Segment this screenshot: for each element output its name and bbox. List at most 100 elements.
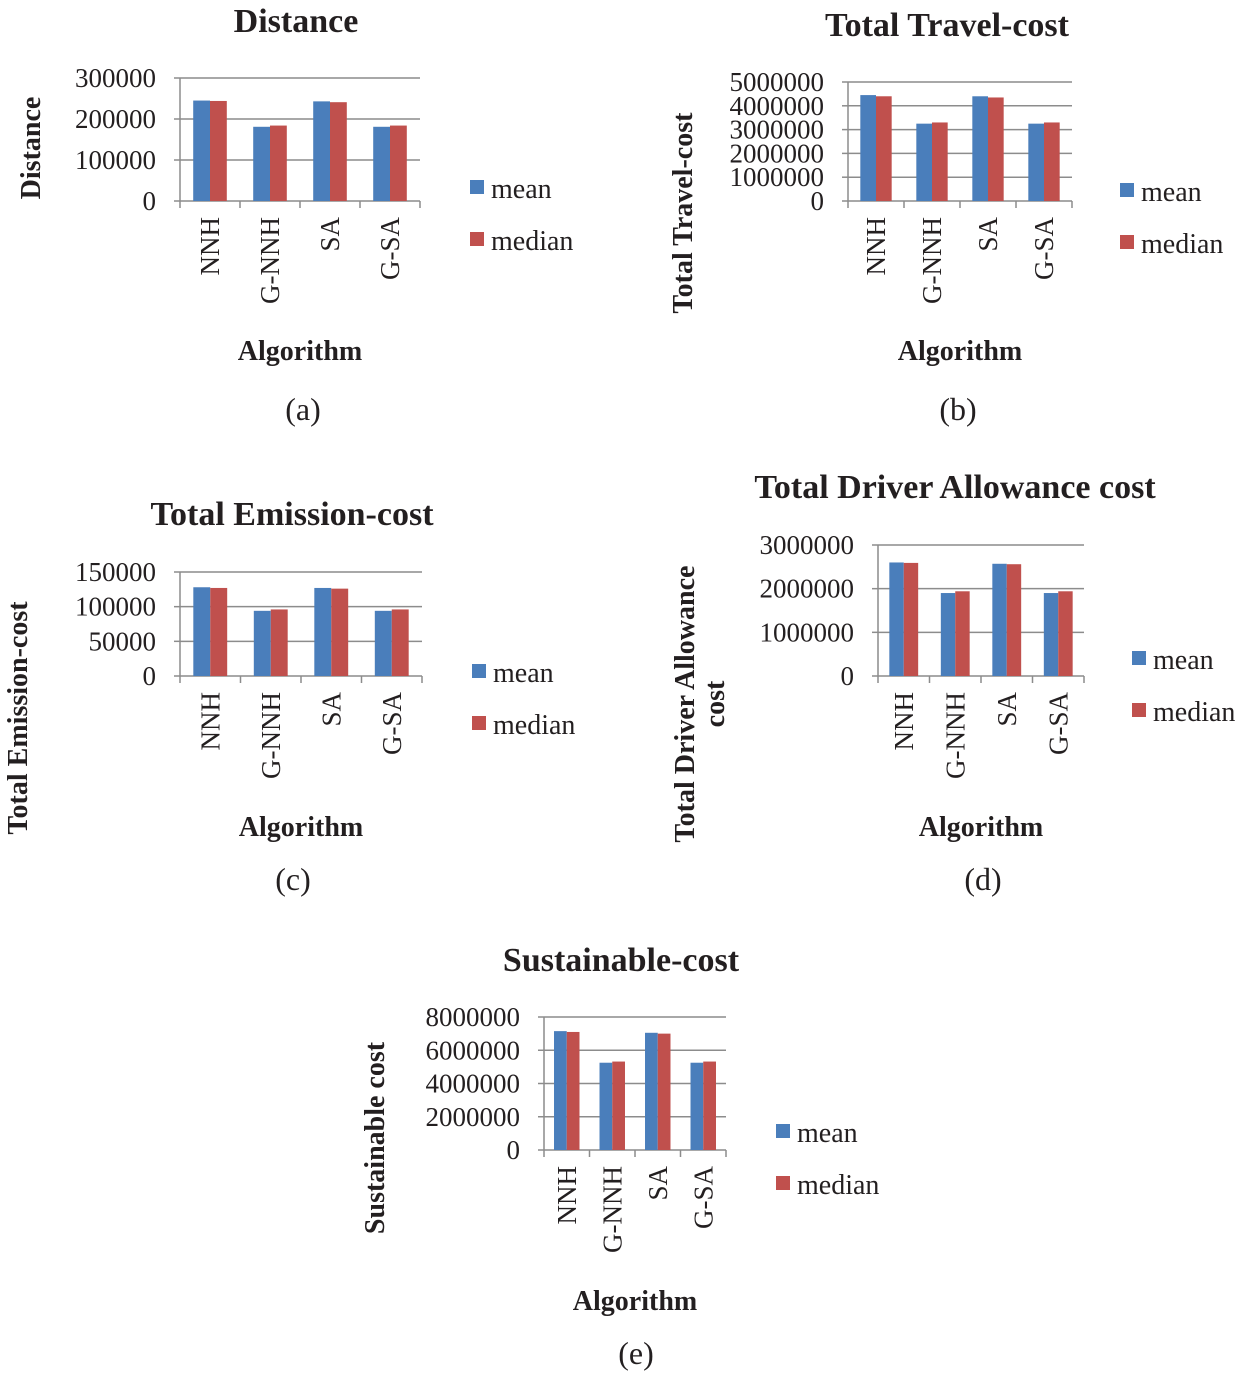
bar-median-g-nnh	[612, 1061, 625, 1150]
bar-mean-nnh	[554, 1031, 567, 1150]
panel-caption: (d)	[964, 861, 1001, 897]
legend: mean median	[1132, 645, 1235, 728]
bar-median-g-sa	[391, 609, 409, 676]
x-tick-label: G-NNH	[940, 692, 970, 779]
y-tick-label: 2000000	[426, 1102, 521, 1132]
chart-title: Total Driver Allowance cost	[754, 469, 1156, 506]
y-tick-label: 1000000	[760, 617, 855, 647]
legend-swatch-mean	[1120, 183, 1134, 197]
bar-mean-g-sa	[374, 610, 392, 676]
legend-label-median: median	[491, 226, 573, 257]
legend-swatch-median	[1132, 703, 1146, 717]
legend-label-mean: mean	[493, 658, 554, 689]
legend-label-median: median	[1153, 697, 1235, 728]
x-axis-title: Algorithm	[239, 812, 363, 843]
legend-label-mean: mean	[797, 1118, 858, 1149]
bar-median-g-nnh	[955, 591, 970, 676]
x-tick-label: SA	[643, 1165, 673, 1200]
x-tick-label: G-SA	[375, 217, 405, 281]
x-axis-title: Algorithm	[238, 336, 362, 367]
y-tick-label: 0	[811, 186, 825, 216]
legend-swatch-median	[470, 232, 484, 246]
y-tick-label: 100000	[75, 592, 156, 622]
bar-median-sa	[330, 102, 347, 201]
bar-median-g-nnh	[932, 122, 948, 201]
bar-mean-g-sa	[1043, 593, 1059, 676]
legend-swatch-mean	[1132, 651, 1146, 665]
y-tick-label: 1000000	[730, 162, 825, 192]
x-tick-label: NNH	[552, 1166, 582, 1225]
y-tick-label: 100000	[75, 145, 156, 175]
bar-median-sa	[988, 97, 1004, 201]
x-tick-label: SA	[315, 216, 345, 251]
y-tick-label: 0	[507, 1135, 521, 1165]
legend-label-median: median	[1141, 229, 1223, 260]
bar-mean-nnh	[193, 587, 211, 676]
bar-mean-g-nnh	[940, 593, 956, 676]
bar-median-nnh	[566, 1031, 580, 1150]
bar-mean-g-nnh	[916, 123, 932, 201]
legend-label-median: median	[797, 1170, 879, 1201]
chart-title: Total Travel-cost	[825, 7, 1070, 44]
panel-caption: (a)	[285, 391, 321, 427]
x-axis-title: Algorithm	[573, 1286, 697, 1317]
y-tick-label: 4000000	[730, 91, 825, 121]
bar-median-nnh	[210, 100, 227, 201]
panel-caption: (e)	[618, 1335, 654, 1371]
bar-mean-g-nnh	[253, 610, 271, 676]
legend-swatch-median	[1120, 235, 1134, 249]
legend-label-mean: mean	[1153, 645, 1214, 676]
legend-swatch-mean	[472, 664, 486, 678]
legend-label-mean: mean	[1141, 177, 1202, 208]
x-tick-label: G-SA	[377, 692, 407, 756]
legend: mean median	[470, 174, 573, 257]
panel-caption: (b)	[939, 391, 976, 427]
y-axis-title: Total Travel-cost	[668, 112, 699, 314]
bar-median-g-sa	[1044, 122, 1060, 201]
x-tick-label: SA	[992, 691, 1022, 726]
y-tick-label: 300000	[75, 63, 156, 93]
x-tick-label: SA	[316, 691, 346, 726]
y-tick-label: 6000000	[426, 1035, 521, 1065]
x-tick-label: NNH	[861, 217, 891, 276]
x-tick-label: G-SA	[688, 1166, 718, 1230]
bar-mean-nnh	[860, 95, 876, 201]
chart-b: Total Travel-cost 01000000200000030000004…	[668, 7, 1223, 427]
bar-median-g-nnh	[270, 609, 288, 676]
y-axis-title: Sustainable cost	[360, 1041, 391, 1234]
y-tick-label: 2000000	[730, 138, 825, 168]
legend-swatch-median	[776, 1176, 790, 1190]
y-tick-label: 0	[143, 186, 157, 216]
y-axis-title: Total Driver Allowance	[670, 566, 701, 843]
y-tick-label: 3000000	[760, 530, 855, 560]
x-tick-label: NNH	[195, 692, 225, 751]
x-axis-title: Algorithm	[898, 336, 1022, 367]
bar-median-sa	[331, 588, 349, 676]
bar-mean-nnh	[889, 562, 904, 676]
legend-swatch-mean	[470, 180, 484, 194]
y-tick-label: 0	[143, 661, 157, 691]
legend-swatch-mean	[776, 1124, 790, 1138]
bar-median-sa	[657, 1033, 671, 1150]
bar-mean-sa	[992, 563, 1007, 676]
legend: mean median	[1120, 177, 1223, 260]
x-tick-label: G-NNH	[256, 692, 286, 779]
y-axis-title: Distance	[16, 97, 47, 200]
bar-median-g-nnh	[270, 125, 287, 201]
x-tick-label: G-NNH	[255, 217, 285, 304]
legend-label-median: median	[493, 710, 575, 741]
bar-median-g-sa	[703, 1061, 716, 1150]
y-tick-label: 3000000	[730, 115, 825, 145]
chart-title: Sustainable-cost	[503, 942, 740, 979]
bar-mean-g-sa	[690, 1062, 704, 1150]
y-tick-label: 2000000	[760, 574, 855, 604]
x-tick-label: NNH	[889, 692, 919, 751]
chart-a: Distance 0 100000 200000 300000 NNH G-NNH SA G-S…	[16, 3, 573, 427]
legend-label-mean: mean	[491, 174, 552, 205]
x-tick-label: G-NNH	[597, 1166, 627, 1253]
legend: mean median	[776, 1118, 879, 1201]
legend-swatch-median	[472, 716, 486, 730]
y-tick-label: 8000000	[426, 1002, 521, 1032]
